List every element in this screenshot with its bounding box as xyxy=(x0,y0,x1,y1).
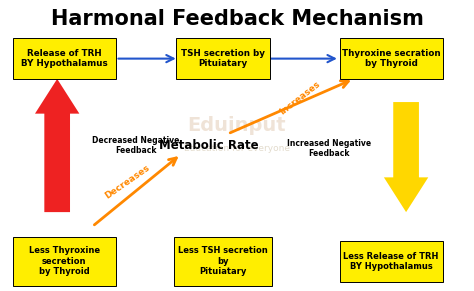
Text: Release of TRH
BY Hypothalamus: Release of TRH BY Hypothalamus xyxy=(21,49,108,68)
Text: Harmonal Feedback Mechanism: Harmonal Feedback Mechanism xyxy=(51,9,423,29)
Text: TSH secretion by
Pituiatary: TSH secretion by Pituiatary xyxy=(181,49,265,68)
Text: Education for everyone: Education for everyone xyxy=(184,144,290,153)
FancyBboxPatch shape xyxy=(176,38,270,79)
FancyBboxPatch shape xyxy=(13,38,116,79)
Text: Decreased Negative
Feedback: Decreased Negative Feedback xyxy=(92,136,180,155)
Text: Increases: Increases xyxy=(278,79,322,116)
Text: Decreases: Decreases xyxy=(103,163,151,200)
Text: Less Thyroxine
secretion
by Thyroid: Less Thyroxine secretion by Thyroid xyxy=(28,246,100,276)
Polygon shape xyxy=(384,102,428,212)
Text: Increased Negative
Feedback: Increased Negative Feedback xyxy=(287,139,371,158)
Text: Less TSH secretion
by
Pituiatary: Less TSH secretion by Pituiatary xyxy=(178,246,268,276)
Text: Less Release of TRH
BY Hypothalamus: Less Release of TRH BY Hypothalamus xyxy=(344,252,439,271)
Polygon shape xyxy=(35,79,79,212)
FancyBboxPatch shape xyxy=(174,237,272,286)
Text: Thyroxine secration
by Thyroid: Thyroxine secration by Thyroid xyxy=(342,49,440,68)
FancyBboxPatch shape xyxy=(340,241,443,282)
Text: Metabolic Rate: Metabolic Rate xyxy=(159,139,259,152)
FancyBboxPatch shape xyxy=(340,38,443,79)
Text: Eduinput: Eduinput xyxy=(188,116,286,135)
FancyBboxPatch shape xyxy=(13,237,116,286)
